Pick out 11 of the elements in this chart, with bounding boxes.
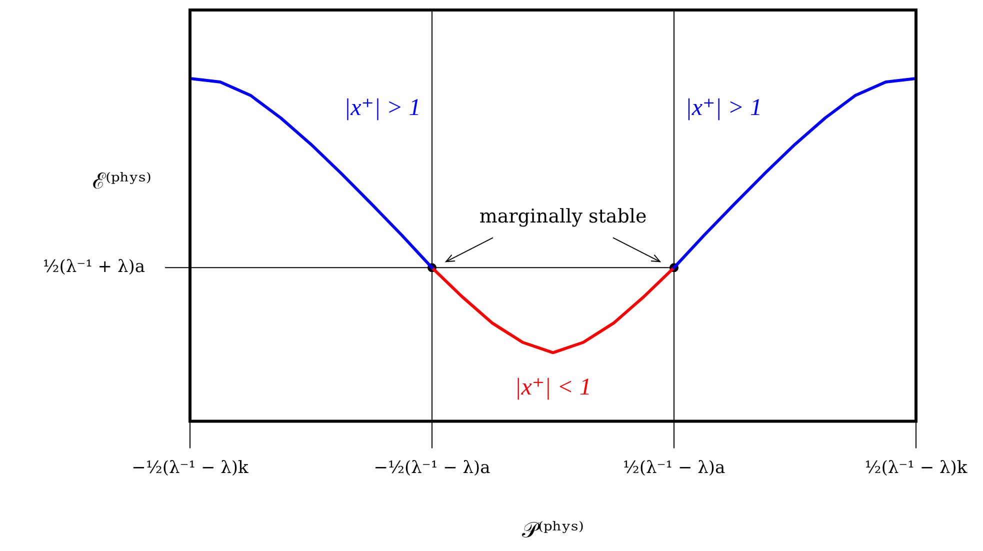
x-tick-label: −½(λ⁻¹ − λ)a	[374, 458, 490, 478]
annotation: |x⁺| < 1	[514, 374, 592, 401]
ref-line-label: ½(λ⁻¹ + λ)a	[42, 257, 145, 278]
y-axis-title: ℰ⁽ᵖʰʸˢ⁾	[92, 169, 152, 194]
annotation: |x⁺| > 1	[344, 95, 421, 121]
annotation: marginally stable	[479, 206, 647, 228]
x-tick-label: ½(λ⁻¹ − λ)k	[864, 458, 968, 478]
x-tick-label: ½(λ⁻¹ − λ)a	[622, 458, 726, 478]
annotation: |x⁺| > 1	[685, 95, 762, 121]
x-axis-title: 𝒫⁽ᵖʰʸˢ⁾	[522, 518, 584, 544]
x-tick-label: −½(λ⁻¹ − λ)k	[132, 458, 250, 478]
